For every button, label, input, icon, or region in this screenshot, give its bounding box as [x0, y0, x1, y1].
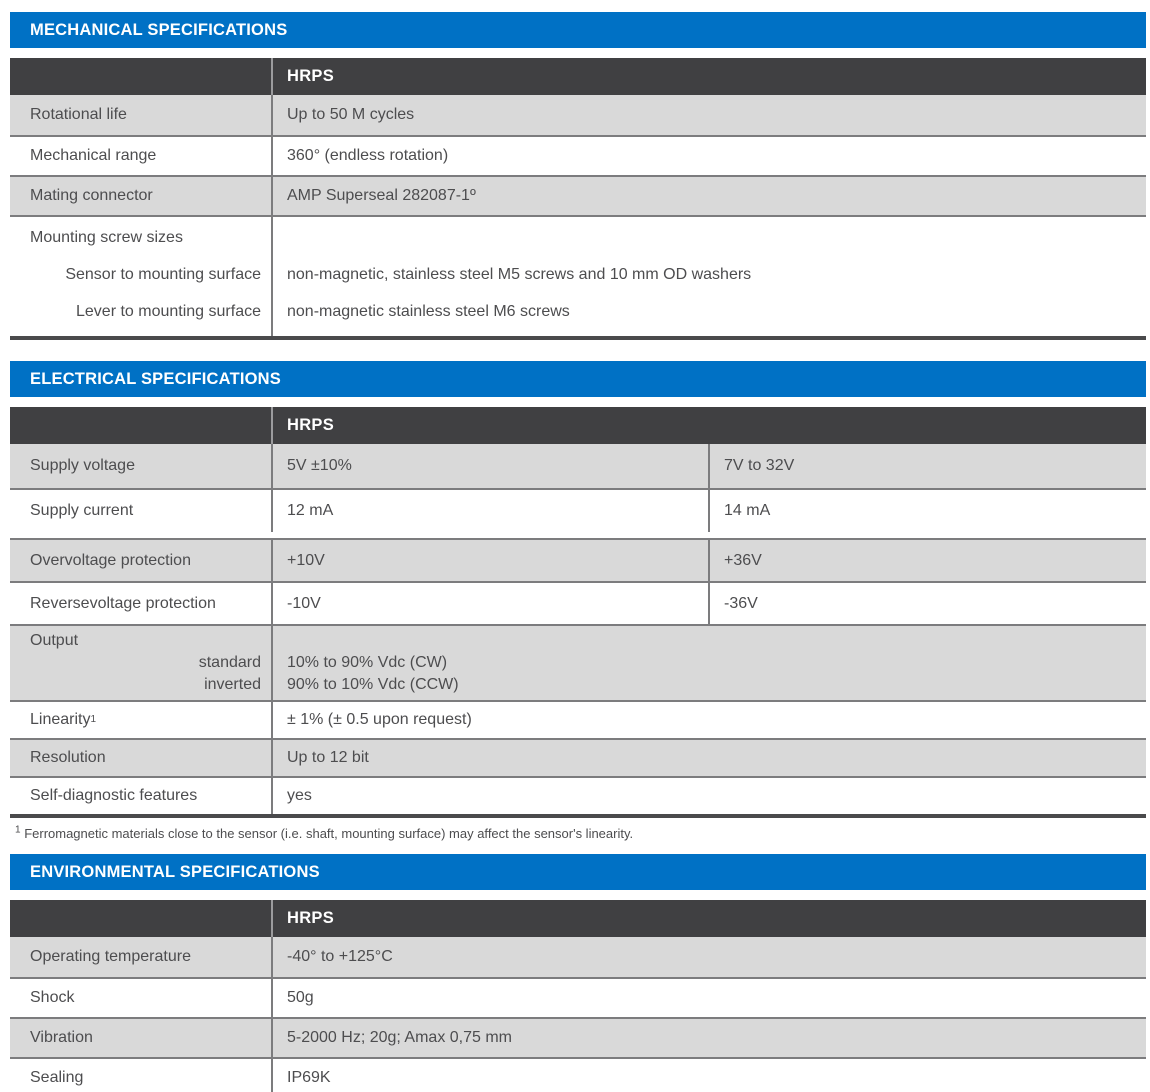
spec-row-overvoltage-protection: Overvoltage protection +10V +36V	[10, 538, 1146, 581]
spec-row-operating-temperature: Operating temperature -40° to +125°C	[10, 937, 1146, 977]
spec-label: Vibration	[10, 1019, 273, 1057]
spec-label: Self-diagnostic features	[10, 778, 273, 814]
spec-row-output: Output standard inverted 10% to 90% Vdc …	[10, 624, 1146, 700]
spec-value: 90% to 10% Vdc (CCW)	[287, 676, 459, 693]
electrical-spec-table: HRPS Supply voltage 5V ±10% 7V to 32V Su…	[10, 407, 1146, 818]
spec-row-sealing: Sealing IP69K	[10, 1057, 1146, 1092]
spec-value: IP69K	[287, 1069, 331, 1086]
environmental-table-header-row: HRPS	[10, 900, 1146, 937]
spec-value: 10% to 90% Vdc (CW)	[287, 654, 448, 671]
header-empty-cell	[10, 407, 273, 444]
mechanical-section-title: MECHANICAL SPECIFICATIONS	[30, 20, 288, 39]
spec-label: Sealing	[10, 1059, 273, 1092]
spec-label: Output	[30, 632, 79, 649]
spec-label: Mounting screw sizes	[30, 229, 183, 246]
spec-label: Supply current	[10, 490, 273, 532]
output-labels: Output standard inverted	[10, 626, 273, 700]
spec-value-secondary: +36V	[724, 551, 762, 569]
spec-row-reversevoltage-protection: Reversevoltage protection -10V -36V	[10, 581, 1146, 624]
environmental-spec-table: HRPS Operating temperature -40° to +125°…	[10, 900, 1146, 1092]
spec-label: Resolution	[10, 740, 273, 776]
spec-label: Mating connector	[10, 177, 273, 215]
spec-value-empty	[287, 219, 1146, 256]
spec-row-mating-connector: Mating connector AMP Superseal 282087-1º	[10, 175, 1146, 215]
spec-value: Up to 50 M cycles	[287, 106, 415, 123]
spec-value: Up to 12 bit	[287, 749, 369, 766]
spec-value: AMP Superseal 282087-1º	[287, 187, 476, 204]
mechanical-spec-table: HRPS Rotational life Up to 50 M cycles M…	[10, 58, 1146, 340]
spec-sublabel: Sensor to mounting surface	[65, 266, 261, 283]
spec-row-linearity: Linearity 1 ± 1% (± 0.5 upon request)	[10, 700, 1146, 738]
spec-value-primary: 12 mA	[273, 490, 710, 532]
spec-row-vibration: Vibration 5-2000 Hz; 20g; Amax 0,75 mm	[10, 1017, 1146, 1057]
spec-sublabel: inverted	[204, 676, 261, 693]
spec-sublabel: Lever to mounting surface	[76, 303, 261, 320]
spec-value: ± 1% (± 0.5 upon request)	[287, 711, 472, 728]
electrical-section-header: ELECTRICAL SPECIFICATIONS	[10, 361, 1146, 397]
column-header-hrps: HRPS	[287, 67, 335, 85]
spec-value-primary: 5V ±10%	[273, 444, 710, 488]
spec-value: 360° (endless rotation)	[287, 147, 449, 164]
linearity-label-text: Linearity	[30, 711, 91, 728]
spec-label: Rotational life	[10, 95, 273, 135]
page-content: MECHANICAL SPECIFICATIONS HRPS Rotationa…	[10, 12, 1146, 1092]
spec-row-mechanical-range: Mechanical range 360° (endless rotation)	[10, 135, 1146, 175]
mechanical-section-header: MECHANICAL SPECIFICATIONS	[10, 12, 1146, 48]
spec-row-resolution: Resolution Up to 12 bit	[10, 738, 1146, 776]
header-empty-cell	[10, 58, 273, 95]
spec-label: Operating temperature	[10, 937, 273, 977]
output-values: 10% to 90% Vdc (CW) 90% to 10% Vdc (CCW)	[273, 626, 1146, 700]
spec-value: yes	[287, 787, 312, 804]
spec-row-mounting-screw-sizes: Mounting screw sizes Sensor to mounting …	[10, 215, 1146, 336]
spec-sublabel: standard	[198, 654, 261, 671]
environmental-section-title: ENVIRONMENTAL SPECIFICATIONS	[30, 862, 320, 881]
spec-value-primary: +10V	[273, 540, 710, 581]
spec-row-shock: Shock 50g	[10, 977, 1146, 1017]
spec-label: Linearity 1	[10, 702, 273, 738]
spec-value: non-magnetic stainless steel M6 screws	[287, 303, 570, 320]
linearity-footnote: 1 Ferromagnetic materials close to the s…	[15, 824, 1146, 841]
spec-value-secondary: 14 mA	[724, 502, 771, 519]
spec-label: Reversevoltage protection	[10, 583, 273, 624]
spec-value-secondary: -36V	[724, 594, 758, 612]
spec-row-rotational-life: Rotational life Up to 50 M cycles	[10, 95, 1146, 135]
footnote-marker: 1	[15, 824, 21, 836]
spec-row-supply-current: Supply current 12 mA 14 mA	[10, 488, 1146, 532]
spec-row-supply-voltage: Supply voltage 5V ±10% 7V to 32V	[10, 444, 1146, 488]
spec-value: 50g	[287, 989, 314, 1006]
environmental-section-header: ENVIRONMENTAL SPECIFICATIONS	[10, 854, 1146, 890]
spec-value-primary: -10V	[273, 583, 710, 624]
spec-value: non-magnetic, stainless steel M5 screws …	[287, 266, 752, 283]
footnote-text: Ferromagnetic materials close to the sen…	[24, 826, 634, 841]
spec-label: Shock	[10, 979, 273, 1017]
electrical-section-title: ELECTRICAL SPECIFICATIONS	[30, 369, 281, 388]
header-empty-cell	[10, 900, 273, 937]
mechanical-table-header-row: HRPS	[10, 58, 1146, 95]
spec-label: Overvoltage protection	[10, 540, 273, 581]
spec-label: Supply voltage	[10, 444, 273, 488]
spec-label: Mechanical range	[10, 137, 273, 175]
column-header-hrps: HRPS	[287, 416, 335, 434]
spec-value-empty	[287, 630, 1146, 652]
electrical-table-header-row: HRPS	[10, 407, 1146, 444]
mounting-screw-values: non-magnetic, stainless steel M5 screws …	[273, 217, 1146, 336]
mounting-screw-labels: Mounting screw sizes Sensor to mounting …	[10, 217, 273, 336]
spec-value: 5-2000 Hz; 20g; Amax 0,75 mm	[287, 1029, 512, 1046]
spec-row-self-diagnostic: Self-diagnostic features yes	[10, 776, 1146, 814]
spec-value-secondary: 7V to 32V	[724, 457, 795, 474]
spec-value: -40° to +125°C	[287, 948, 393, 965]
column-header-hrps: HRPS	[287, 909, 335, 927]
